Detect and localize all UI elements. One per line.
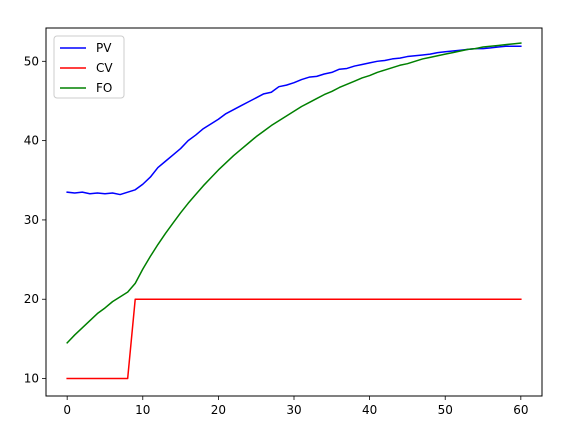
series-line-pv [66, 45, 522, 196]
x-tick-label: 0 [63, 403, 71, 417]
y-tick-label: 40 [24, 134, 39, 148]
x-tick-label: 30 [286, 403, 301, 417]
x-axis: 0 10 20 30 40 50 60 [63, 396, 528, 417]
y-axis: 10 20 30 40 50 [24, 54, 46, 386]
y-tick-label: 20 [24, 292, 39, 306]
x-tick-label: 60 [513, 403, 528, 417]
x-tick-label: 10 [135, 403, 150, 417]
series-line-cv [66, 298, 522, 380]
legend-label-fo: FO [96, 81, 112, 95]
x-tick-label: 20 [211, 403, 226, 417]
y-tick-label: 30 [24, 213, 39, 227]
legend-label-pv: PV [96, 41, 112, 55]
series-line-fo [66, 42, 522, 344]
y-tick-label: 10 [24, 372, 39, 386]
plot-layer [66, 42, 522, 380]
legend-box [53, 35, 125, 99]
y-tick-label: 50 [24, 54, 39, 68]
legend-label-cv: CV [96, 61, 113, 75]
legend: PV CV FO [53, 35, 125, 99]
x-tick-label: 50 [438, 403, 453, 417]
x-tick-label: 40 [362, 403, 377, 417]
